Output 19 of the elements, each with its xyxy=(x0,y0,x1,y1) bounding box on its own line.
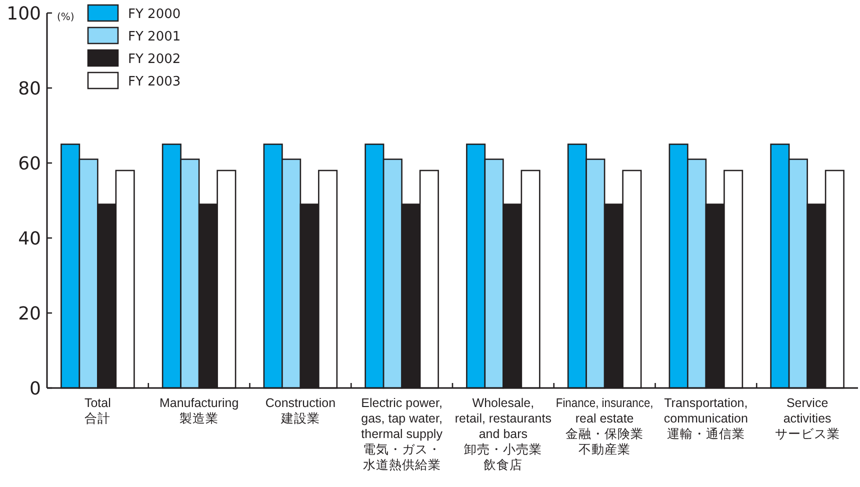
category: Construction 建設業 xyxy=(265,396,336,426)
y-tick-label: 80 xyxy=(18,78,41,100)
category: Finance, insurance, real estate 金融・保険業不動産業 xyxy=(556,396,665,456)
legend-label: FY 2000 xyxy=(128,7,181,22)
category: Electric power, gas, tap water, thermal supply 電気・ガス・水道熱供給業 xyxy=(361,396,442,472)
legend-label: FY 2003 xyxy=(128,74,181,90)
y-tick-label: 0 xyxy=(30,378,41,400)
legend-label: FY 2002 xyxy=(128,52,181,67)
category: Transportation, communication 運輸・通信業 xyxy=(664,396,748,441)
category: Total 合計 xyxy=(84,396,111,426)
y-axis-title: (%) xyxy=(57,12,74,23)
category: Service activities サービス業 xyxy=(774,396,840,441)
category: Manufacturing 製造業 xyxy=(159,396,239,426)
category: Wholesale, retail, restaurants and bars 卸売・小売業飲食店 xyxy=(454,396,552,472)
y-tick-label: 60 xyxy=(18,154,41,174)
y-tick-label: 20 xyxy=(18,304,41,324)
legend-label: FY 2001 xyxy=(128,30,181,44)
y-tick-label: 40 xyxy=(18,228,41,250)
y-tick-label: 100 xyxy=(6,4,41,24)
